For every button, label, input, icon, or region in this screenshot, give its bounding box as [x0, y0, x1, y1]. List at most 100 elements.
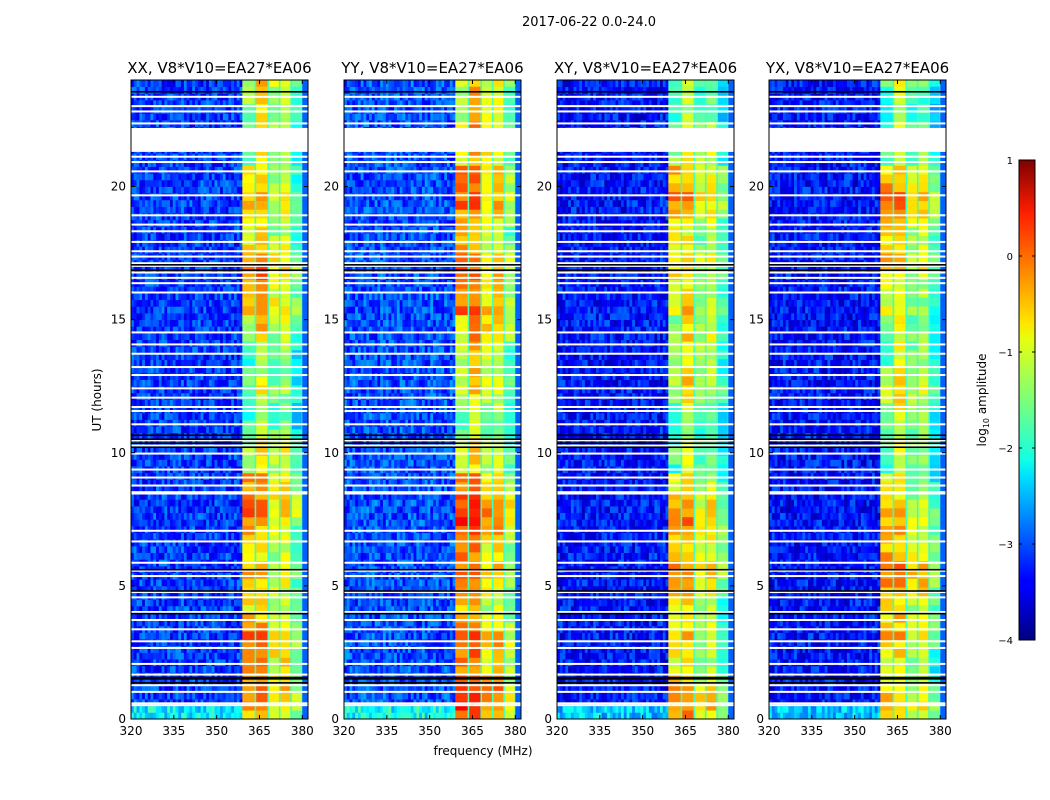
heatmap-cell [217, 173, 221, 181]
heatmap-cell [189, 179, 193, 187]
heatmap-cell [158, 206, 163, 214]
heatmap-cell [239, 539, 243, 547]
heatmap-cell [233, 352, 238, 360]
heatmap-cell [211, 312, 215, 321]
heatmap-cell [200, 386, 204, 394]
heatmap-cell [175, 199, 179, 207]
heatmap-cell [181, 685, 185, 693]
heatmap-cell [133, 226, 137, 234]
rfi-cell [279, 683, 292, 693]
heatmap-cell [172, 645, 176, 653]
heatmap-cell [220, 426, 224, 434]
heatmap-cell [139, 332, 143, 340]
heatmap-cell [211, 299, 215, 307]
heatmap-cell [178, 639, 182, 647]
heatmap-cell [220, 80, 224, 88]
heatmap-cell [131, 419, 135, 427]
heatmap-cell [192, 213, 196, 221]
rfi-cell [255, 174, 269, 184]
heatmap-cell [208, 166, 213, 174]
heatmap-cell [164, 113, 168, 121]
heatmap-cell [402, 605, 406, 613]
heatmap-cell [410, 652, 414, 660]
heatmap-cell [172, 519, 176, 527]
heatmap-cell [233, 685, 238, 693]
rfi-cell [242, 657, 256, 667]
heatmap-cell [200, 379, 204, 387]
heatmap-cell [164, 372, 168, 380]
heatmap-cell [222, 539, 227, 547]
heatmap-cell [346, 639, 350, 647]
heatmap-cell [421, 665, 426, 673]
heatmap-cell [208, 472, 213, 480]
heatmap-cell [181, 512, 185, 520]
heatmap-cell [167, 199, 171, 207]
heatmap-cell [186, 452, 190, 460]
heatmap-cell [147, 379, 151, 387]
heatmap-cell [156, 366, 160, 374]
heatmap-cell [153, 539, 157, 547]
heatmap-cell [214, 612, 218, 620]
heatmap-cell [153, 519, 157, 527]
heatmap-cell [147, 352, 151, 360]
rfi-cell [255, 543, 269, 553]
heatmap-cell [394, 692, 398, 700]
heatmap-cell [136, 293, 140, 301]
heatmap-cell [153, 712, 157, 719]
heatmap-cell [142, 412, 146, 420]
heatmap-cell [197, 645, 201, 653]
heatmap-cell [214, 199, 218, 207]
heatmap-cell [357, 639, 362, 647]
heatmap-cell [369, 619, 373, 627]
heatmap-cell [385, 612, 389, 620]
heatmap-cell [183, 599, 188, 607]
heatmap-cell [195, 179, 199, 187]
heatmap-cell [136, 299, 140, 307]
rfi-cell [290, 455, 303, 465]
heatmap-cell [164, 579, 168, 587]
heatmap-cell [192, 80, 196, 88]
heatmap-cell [147, 419, 151, 427]
heatmap-cell [144, 539, 149, 547]
heatmap-cell [169, 319, 174, 327]
heatmap-cell [139, 326, 143, 334]
heatmap-cell [144, 486, 149, 494]
heatmap-cell [144, 612, 149, 620]
rfi-cell [290, 657, 303, 667]
heatmap-cell [203, 432, 207, 440]
heatmap-cell [169, 246, 174, 254]
heatmap-cell [220, 206, 224, 214]
heatmap-cell [142, 219, 146, 227]
rfi-cell [279, 376, 292, 386]
heatmap-cell [231, 525, 235, 534]
heatmap-cell [449, 705, 453, 713]
heatmap-cell [189, 685, 193, 693]
heatmap-cell [167, 319, 171, 327]
heatmap-cell [371, 659, 376, 667]
heatmap-cell [382, 645, 387, 653]
heatmap-cell [133, 592, 137, 600]
heatmap-cell [211, 159, 215, 167]
heatmap-cell [239, 519, 243, 527]
heatmap-cell [214, 692, 218, 700]
heatmap-cell [349, 672, 353, 680]
heatmap-cell [147, 432, 151, 440]
heatmap-cell [189, 319, 193, 327]
heatmap-cell [206, 339, 210, 347]
heatmap-cell [189, 159, 193, 167]
heatmap-cell [446, 665, 451, 673]
heatmap-cell [374, 605, 378, 613]
heatmap-cell [139, 293, 143, 301]
heatmap-cell [228, 186, 232, 194]
heatmap-cell [380, 705, 384, 713]
heatmap-cell [203, 113, 207, 121]
heatmap-cell [410, 605, 414, 613]
heatmap-cell [169, 312, 174, 321]
heatmap-cell [214, 419, 218, 427]
flag-row [131, 262, 308, 265]
rfi-cell [279, 648, 292, 658]
heatmap-cell [161, 406, 165, 414]
heatmap-cell [150, 293, 154, 301]
heatmap-cell [186, 166, 190, 174]
heatmap-cell [357, 692, 362, 700]
